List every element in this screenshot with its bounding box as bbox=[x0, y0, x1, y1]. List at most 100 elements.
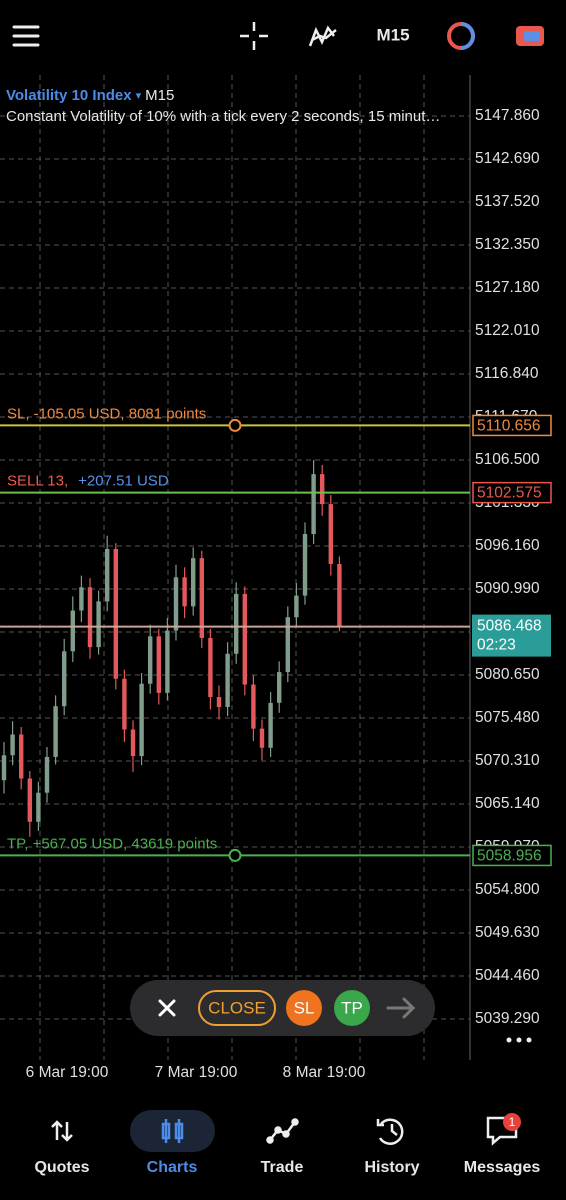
candle-body bbox=[96, 601, 101, 648]
candle-body bbox=[337, 563, 342, 627]
trade-icon bbox=[266, 1118, 299, 1144]
candle-body bbox=[70, 610, 75, 652]
y-tick-label: 5096.160 bbox=[475, 537, 540, 554]
trade-panel: CLOSE SL TP bbox=[130, 980, 435, 1036]
candle-body bbox=[156, 636, 161, 693]
price-box bbox=[472, 414, 552, 437]
nav-label[interactable]: Trade bbox=[261, 1159, 304, 1176]
y-tick-label: 5039.290 bbox=[475, 1010, 540, 1027]
label-part: TP, +567.05 USD, 43619 points bbox=[7, 835, 217, 852]
candle-body bbox=[105, 548, 110, 602]
close-label[interactable]: CLOSE bbox=[208, 998, 266, 1017]
candle-body bbox=[234, 593, 239, 654]
symbol[interactable]: Volatility 10 Index bbox=[6, 87, 132, 104]
candle-body bbox=[53, 706, 58, 757]
sl-button[interactable] bbox=[286, 990, 322, 1026]
candle-body bbox=[199, 558, 204, 638]
y-tick-label: 5106.500 bbox=[475, 451, 540, 468]
y-tick-label: 5147.860 bbox=[475, 107, 540, 124]
price-level-label: SL, -105.05 USD, 8081 points bbox=[7, 405, 206, 422]
candle-body bbox=[208, 637, 213, 698]
candle-body bbox=[191, 558, 196, 607]
y-tick-label: 5080.650 bbox=[475, 666, 540, 683]
sl-label[interactable]: SL bbox=[294, 998, 315, 1017]
y-tick-label: 5132.350 bbox=[475, 236, 540, 253]
price-box-label: 5110.656 bbox=[477, 418, 541, 435]
timeframe-button[interactable]: M15 bbox=[376, 25, 409, 44]
candle-body bbox=[302, 534, 308, 596]
candle-body bbox=[79, 587, 84, 611]
price-box-label: 5102.575 bbox=[477, 485, 542, 502]
nav-label[interactable]: Quotes bbox=[34, 1159, 89, 1176]
candle-body bbox=[328, 504, 333, 564]
candle-body bbox=[268, 702, 273, 748]
charts-icon bbox=[161, 1119, 184, 1143]
tp-label[interactable]: TP bbox=[341, 998, 363, 1017]
candle-body bbox=[87, 587, 93, 648]
y-tick-label: 5122.010 bbox=[475, 322, 540, 339]
candle-body bbox=[259, 728, 265, 748]
current-price: 5086.468 bbox=[477, 618, 542, 635]
more-button[interactable] bbox=[506, 1037, 532, 1043]
candle-body bbox=[139, 683, 144, 757]
tp-button[interactable] bbox=[334, 990, 370, 1026]
y-tick-label: 5070.310 bbox=[475, 752, 540, 769]
nav-label[interactable]: History bbox=[364, 1159, 419, 1176]
candle-body bbox=[251, 684, 256, 729]
candle-body bbox=[62, 651, 67, 707]
y-tick-label: 5075.480 bbox=[475, 709, 540, 726]
current-price-box bbox=[472, 614, 551, 657]
indicators-button[interactable] bbox=[308, 25, 337, 47]
candle-body bbox=[113, 548, 118, 679]
y-tick-label: 5044.460 bbox=[475, 967, 540, 984]
quotes-icon bbox=[51, 1120, 73, 1142]
level-handle[interactable] bbox=[228, 848, 242, 862]
crosshair-button[interactable] bbox=[240, 22, 268, 50]
candle-body bbox=[182, 577, 187, 607]
candle-body bbox=[19, 734, 24, 779]
price-box-label: 5058.956 bbox=[477, 848, 542, 865]
price-level-label: TP, +567.05 USD, 43619 points bbox=[7, 835, 217, 852]
bottom-nav: Quotes Charts Trade History Messages 1 bbox=[34, 1113, 540, 1176]
candle-body bbox=[277, 672, 282, 703]
y-tick-label: 5065.140 bbox=[475, 795, 540, 812]
badge-count: 1 bbox=[509, 1115, 516, 1129]
candle-body bbox=[148, 636, 153, 684]
price-box bbox=[472, 844, 552, 867]
close-button[interactable] bbox=[198, 990, 276, 1026]
history-icon bbox=[376, 1118, 404, 1145]
x-tick-label: 6 Mar 19:00 bbox=[26, 1064, 109, 1081]
one-click-button[interactable] bbox=[447, 22, 475, 50]
active-tab-highlight bbox=[130, 1110, 215, 1152]
candle-body bbox=[1, 755, 7, 781]
next-button[interactable] bbox=[386, 997, 416, 1019]
nav-label[interactable]: Messages bbox=[464, 1159, 541, 1176]
nav-label[interactable]: Charts bbox=[147, 1159, 198, 1176]
candle-body bbox=[285, 617, 290, 673]
menu-button[interactable] bbox=[12, 25, 40, 47]
y-tick-label: 5137.520 bbox=[475, 193, 540, 210]
symbol-line: Volatility 10 Index ▾ M15 bbox=[6, 87, 174, 104]
dismiss-button[interactable] bbox=[158, 999, 176, 1017]
candle-body bbox=[36, 792, 41, 822]
y-tick-label: 5049.630 bbox=[475, 924, 540, 941]
label-part: SELL 13, bbox=[7, 473, 68, 490]
y-tick-label: 5127.180 bbox=[475, 279, 540, 296]
badge bbox=[503, 1113, 521, 1131]
candle-body bbox=[294, 595, 299, 618]
level-handle[interactable] bbox=[228, 418, 242, 432]
plot-area: 5147.860 5142.690 5137.520 5132.350 5127.180… bbox=[0, 75, 552, 1081]
candle-body bbox=[173, 577, 179, 631]
y-tick-label: 5090.990 bbox=[475, 580, 540, 597]
symbol-arrow: ▾ bbox=[136, 90, 142, 102]
candle-body bbox=[44, 756, 50, 793]
price-level-label: SELL 13, +207.51 USD bbox=[7, 473, 169, 490]
trade-button[interactable] bbox=[516, 26, 544, 46]
candle-body bbox=[216, 697, 222, 708]
candle-body bbox=[10, 734, 15, 756]
candle-body bbox=[242, 593, 247, 685]
candle-body bbox=[27, 778, 32, 822]
symbol-description: Constant Volatility of 10% with a tick e… bbox=[6, 108, 440, 125]
candle-body bbox=[320, 474, 325, 505]
